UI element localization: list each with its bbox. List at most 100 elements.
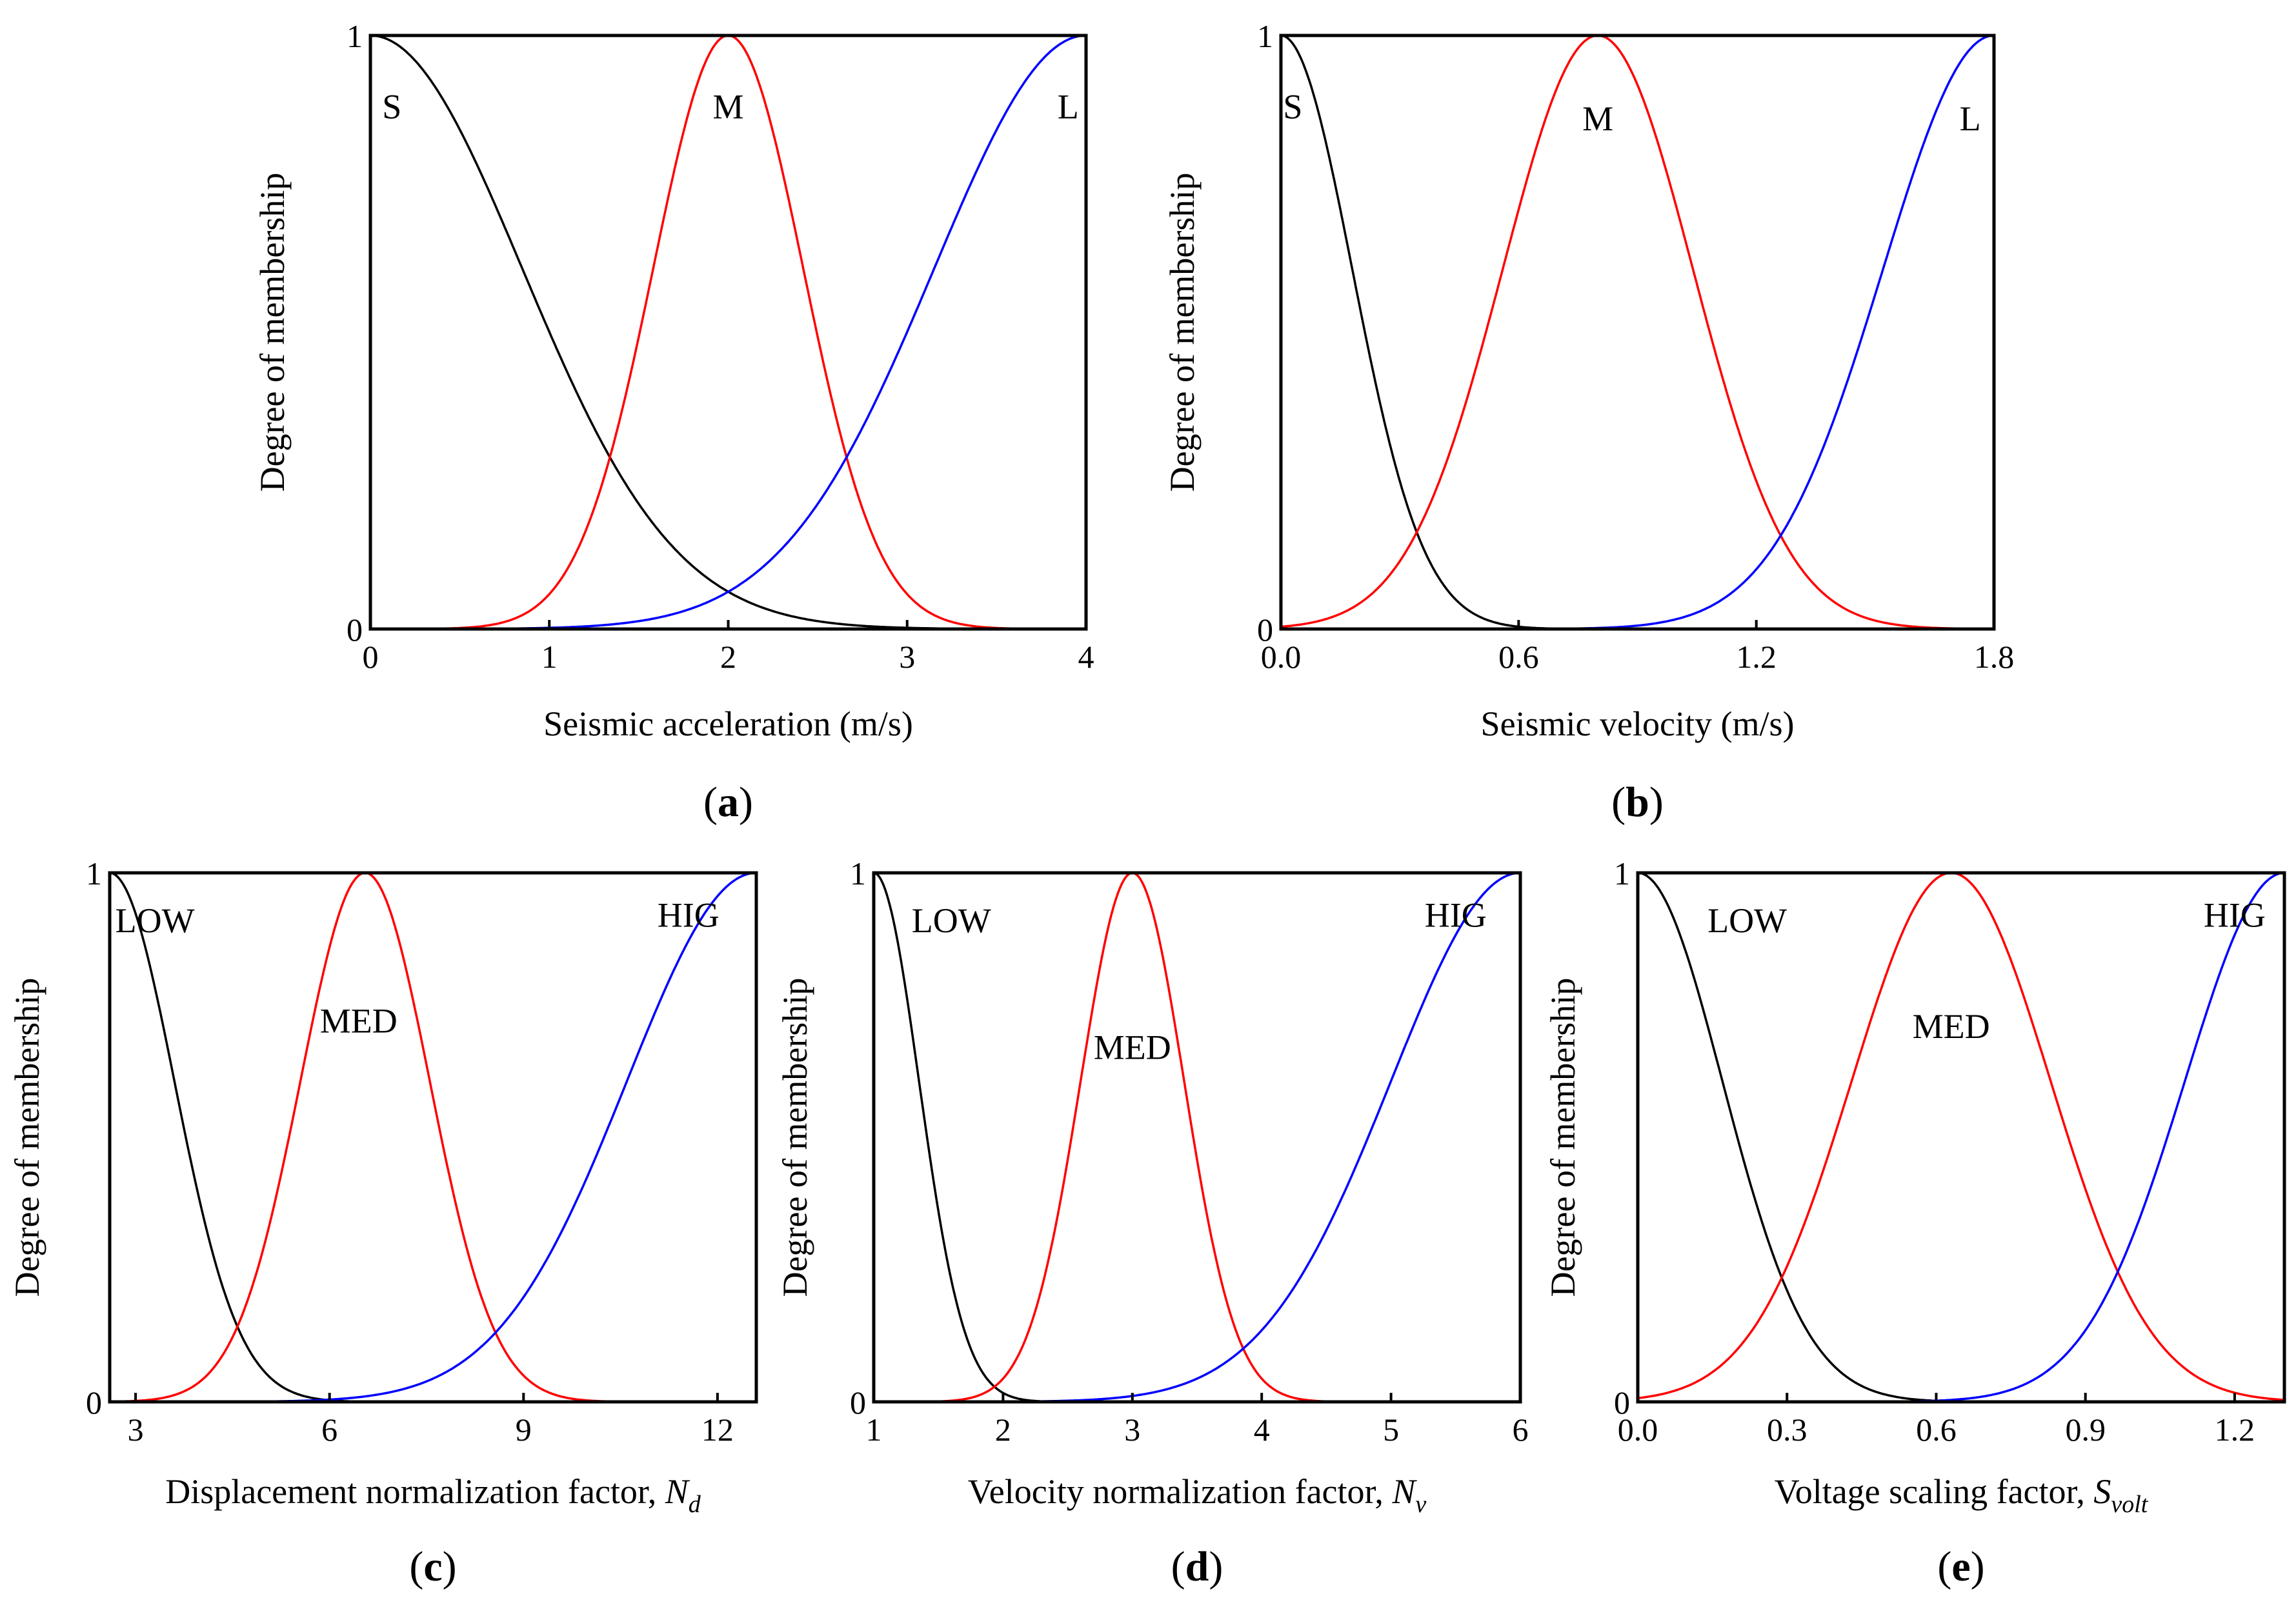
y-axis-label: Degree of membership: [1163, 173, 1202, 492]
x-axis-subscript: v: [1415, 1491, 1426, 1518]
panel-label: (c): [409, 1543, 456, 1590]
series-line-m: [1280, 34, 1994, 630]
curve-label-s: S: [382, 87, 401, 126]
series-line-l: [1281, 34, 1995, 630]
series-line-low: [873, 872, 1520, 1403]
curve-label-med: MED: [320, 1002, 398, 1041]
chart-panel-c: 3 6 9 12 0 1 LOW MED HIG Degree of membership Disp…: [8, 855, 758, 1590]
curve-label-med: MED: [1094, 1028, 1171, 1067]
x-tick-label: 0: [363, 639, 379, 675]
panel-letter: e: [1951, 1543, 1970, 1590]
x-axis-symbol: S: [2093, 1472, 2111, 1511]
panel-label: (a): [703, 779, 753, 826]
curve-label-low: LOW: [912, 901, 991, 940]
curve-label-m: M: [712, 87, 743, 126]
x-axis-label: Seismic acceleration (m/s): [543, 704, 913, 743]
x-tick-label: 2: [720, 639, 736, 675]
x-tick-label: 1: [541, 639, 558, 675]
curve-label-hig: HIG: [658, 896, 720, 935]
y-axis-label: Degree of membership: [253, 173, 292, 492]
x-axis-label-text: Velocity normalization factor,: [968, 1472, 1393, 1511]
x-tick-label: 0.0: [1261, 639, 1302, 675]
series-line-med: [109, 872, 756, 1403]
y-axis-label: Degree of membership: [8, 978, 46, 1297]
curve-label-low: LOW: [1707, 901, 1787, 940]
x-tick-label: 1: [866, 1412, 882, 1448]
x-tick-label: 9: [516, 1412, 532, 1448]
x-tick-label: 6: [321, 1412, 337, 1448]
x-axis-subscript: d: [689, 1491, 701, 1518]
x-tick-label: 0.3: [1767, 1412, 1808, 1448]
x-axis-label-text: Seismic acceleration (m/s): [543, 704, 913, 743]
panel-letter: b: [1626, 779, 1649, 826]
series-line-s: [1280, 34, 1994, 630]
y-tick-label: 0: [850, 1384, 866, 1421]
y-axis-label: Degree of membership: [776, 978, 814, 1297]
series-line-hig: [110, 872, 757, 1403]
x-tick-label: 3: [128, 1412, 144, 1448]
series-line-low: [1637, 872, 2284, 1403]
series-line-hig: [1638, 872, 2285, 1403]
curve-label-hig: HIG: [2204, 896, 2266, 935]
series-line-hig: [874, 872, 1521, 1403]
curve-label-l: L: [1058, 87, 1079, 126]
y-tick-label: 1: [1614, 855, 1630, 892]
plot-frame: [108, 871, 758, 1404]
x-tick-label: 0.6: [1498, 639, 1539, 675]
panel-label: (b): [1611, 779, 1664, 826]
x-tick-label: 6: [1513, 1412, 1529, 1448]
chart-panel-b: 0.0 0.6 1.2 1.8 0 1S M L Degree of membership Sei…: [1163, 18, 2014, 826]
curve-label-med: MED: [1913, 1007, 1990, 1046]
x-axis-symbol: N: [665, 1472, 690, 1511]
panel-letter: c: [423, 1543, 442, 1590]
x-axis-label: Seismic velocity (m/s): [1481, 704, 1795, 743]
y-axis-label: Degree of membership: [1544, 978, 1582, 1297]
y-tick-label: 0: [1614, 1384, 1630, 1421]
y-tick-label: 0: [1257, 612, 1273, 648]
x-axis-label-text: Seismic velocity (m/s): [1481, 704, 1795, 743]
plot-frame: [1636, 871, 2286, 1404]
x-tick-label: 1.2: [2215, 1412, 2255, 1448]
curve-label-m: M: [1582, 99, 1613, 138]
x-axis-subscript: volt: [2111, 1491, 2148, 1518]
panel-letter: a: [718, 779, 739, 826]
x-tick-label: 0.9: [2065, 1412, 2106, 1448]
y-tick-label: 1: [850, 855, 866, 892]
series-line-med: [874, 872, 1520, 1403]
plot-frame: [872, 871, 1522, 1404]
x-tick-label: 1.8: [1974, 639, 2015, 675]
panel-letter: d: [1185, 1543, 1209, 1590]
curve-label-low: LOW: [116, 901, 195, 940]
x-tick-label: 2: [995, 1412, 1011, 1448]
y-tick-label: 1: [86, 855, 102, 892]
x-tick-label: 4: [1078, 639, 1094, 675]
x-tick-label: 1.2: [1736, 639, 1777, 675]
x-axis-label: Voltage scaling factor, Svolt: [1775, 1472, 2149, 1518]
x-tick-label: 0.0: [1618, 1412, 1658, 1448]
x-tick-label: 4: [1254, 1412, 1270, 1448]
x-tick-label: 0.6: [1916, 1412, 1957, 1448]
y-tick-label: 1: [347, 18, 363, 54]
chart-panel-e: 0.0 0.3 0.6 0.9 1.2 0 1 LOW MED HIG Degree of memb…: [1544, 855, 2286, 1590]
x-tick-label: 3: [1124, 1412, 1140, 1448]
x-axis-label: Velocity normalization factor, Nv: [968, 1472, 1427, 1518]
plot-frame: [1279, 34, 1996, 631]
y-tick-label: 1: [1257, 18, 1273, 54]
series-line-low: [109, 872, 756, 1403]
panel-label: (e): [1937, 1543, 1984, 1590]
x-tick-label: 12: [701, 1412, 734, 1448]
series-line-med: [1637, 872, 2285, 1401]
y-tick-label: 0: [347, 612, 363, 648]
panel-label: (d): [1171, 1543, 1224, 1590]
curve-label-hig: HIG: [1425, 896, 1487, 935]
y-tick-label: 0: [86, 1384, 102, 1421]
x-axis-label: Displacement normalization factor, Nd: [165, 1472, 701, 1518]
x-axis-label-text: Voltage scaling factor,: [1775, 1472, 2094, 1511]
x-axis-symbol: N: [1391, 1472, 1417, 1511]
curve-label-s: S: [1283, 87, 1302, 126]
x-tick-label: 5: [1383, 1412, 1399, 1448]
x-tick-label: 3: [899, 639, 915, 675]
